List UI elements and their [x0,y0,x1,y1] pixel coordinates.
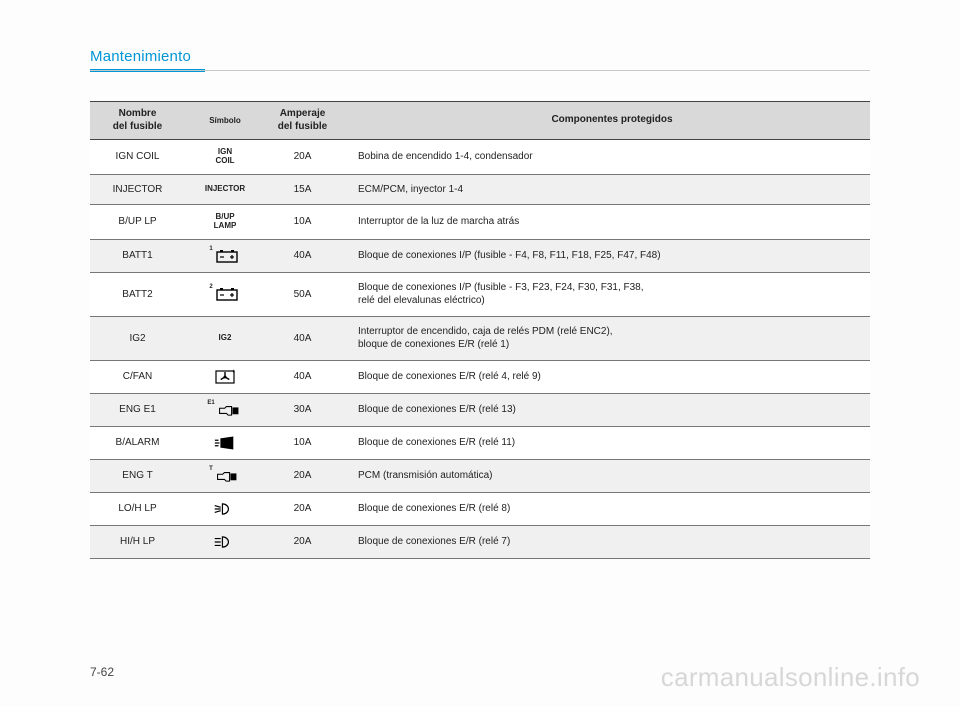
fuse-name: C/FAN [90,360,185,393]
fuse-amperage: 10A [265,426,340,459]
fuse-symbol [185,525,265,558]
fuse-symbol: INJECTOR [185,174,265,205]
table-row: ENG E1E130ABloque de conexiones E/R (rel… [90,393,870,426]
section-title: Mantenimiento [90,48,870,65]
column-header-symbol: Símbolo [185,102,265,140]
fuse-name: IGN COIL [90,140,185,175]
fuse-name: ENG T [90,459,185,492]
fuse-name: IG2 [90,316,185,360]
fuse-description: Bloque de conexiones I/P (fusible - F3, … [340,272,870,316]
fuse-symbol [185,426,265,459]
svg-text:+: + [232,369,235,375]
fuse-amperage: 20A [265,492,340,525]
column-header-amp: Amperajedel fusible [265,102,340,140]
fuse-symbol: E1 [185,393,265,426]
fuse-description: ECM/PCM, inyector 1-4 [340,174,870,205]
high-beam-icon [213,537,237,546]
fuse-symbol-text: IG2 [219,333,232,342]
column-header-desc: Componentes protegidos [340,102,870,140]
fuse-amperage: 40A [265,239,340,272]
fuse-description: Bloque de conexiones E/R (relé 11) [340,426,870,459]
horn-icon [213,438,237,447]
fuse-name: ENG E1 [90,393,185,426]
table-row: B/ALARM 10ABloque de conexiones E/R (relé… [90,426,870,459]
page: Mantenimiento Nombredel fusible Símbolo … [0,0,960,707]
table-row: IGN COIL IGNCOIL 20ABobina de encendido 1-… [90,140,870,175]
fuse-name: BATT1 [90,239,185,272]
fuse-amperage: 15A [265,174,340,205]
page-number: 7-62 [90,665,114,679]
engine-icon [217,405,241,414]
fuse-name: B/UP LP [90,205,185,240]
fuse-amperage: 20A [265,140,340,175]
table-row: B/UP LP B/UPLAMP 10AInterruptor de la luz … [90,205,870,240]
table-row: C/FAN +40ABloque de conexiones E/R (relé … [90,360,870,393]
fuse-description: Bobina de encendido 1-4, condensador [340,140,870,175]
fuse-table-body: IGN COILIGNCOIL20ABobina de encendido 1-… [90,140,870,559]
fuse-description: Interruptor de la luz de marcha atrás [340,205,870,240]
fuse-symbol: 2 [185,272,265,316]
table-row: BATT1140ABloque de conexiones I/P (fusib… [90,239,870,272]
section-divider [90,70,870,71]
fuse-symbol-text: INJECTOR [205,184,245,193]
table-row: HI/H LP 20ABloque de conexiones E/R (relé… [90,525,870,558]
fuse-amperage: 40A [265,316,340,360]
fuse-symbol: B/UPLAMP [185,205,265,240]
fuse-name: INJECTOR [90,174,185,205]
fuse-description: Interruptor de encendido, caja de relés … [340,316,870,360]
table-row: ENG TT20APCM (transmisión automática) [90,459,870,492]
fuse-name: BATT2 [90,272,185,316]
column-header-name: Nombredel fusible [90,102,185,140]
fuse-amperage: 30A [265,393,340,426]
fuse-description: Bloque de conexiones E/R (relé 13) [340,393,870,426]
fuse-name: B/ALARM [90,426,185,459]
fuse-symbol [185,492,265,525]
table-row: BATT2250ABloque de conexiones I/P (fusib… [90,272,870,316]
fuse-description: Bloque de conexiones E/R (relé 8) [340,492,870,525]
fuse-symbol-text: B/UPLAMP [214,212,237,230]
fuse-symbol: T [185,459,265,492]
fuse-symbol: 1 [185,239,265,272]
fuse-name: HI/H LP [90,525,185,558]
fuse-symbol: IG2 [185,316,265,360]
fuse-description: Bloque de conexiones E/R (relé 7) [340,525,870,558]
fan-icon: + [213,372,237,381]
fuse-symbol: IGNCOIL [185,140,265,175]
fuse-symbol: + [185,360,265,393]
watermark: carmanualsonline.info [661,662,920,693]
table-row: LO/H LP 20ABloque de conexiones E/R (relé… [90,492,870,525]
fuse-description: Bloque de conexiones I/P (fusible - F4, … [340,239,870,272]
fuse-amperage: 40A [265,360,340,393]
fuse-table-header: Nombredel fusible Símbolo Amperajedel fu… [90,102,870,140]
fuse-amperage: 20A [265,459,340,492]
engine-icon [215,471,239,480]
fuse-symbol-text: IGNCOIL [215,147,234,165]
fuse-amperage: 10A [265,205,340,240]
battery-icon [215,289,239,298]
fuse-description: PCM (transmisión automática) [340,459,870,492]
low-beam-icon [213,504,237,513]
fuse-amperage: 50A [265,272,340,316]
table-row: IG2 IG2 40AInterruptor de encendido, caja … [90,316,870,360]
battery-icon [215,251,239,260]
fuse-name: LO/H LP [90,492,185,525]
fuse-amperage: 20A [265,525,340,558]
table-row: INJECTOR INJECTOR 15AECM/PCM, inyector 1-4 [90,174,870,205]
fuse-description: Bloque de conexiones E/R (relé 4, relé 9… [340,360,870,393]
fuse-table: Nombredel fusible Símbolo Amperajedel fu… [90,101,870,559]
